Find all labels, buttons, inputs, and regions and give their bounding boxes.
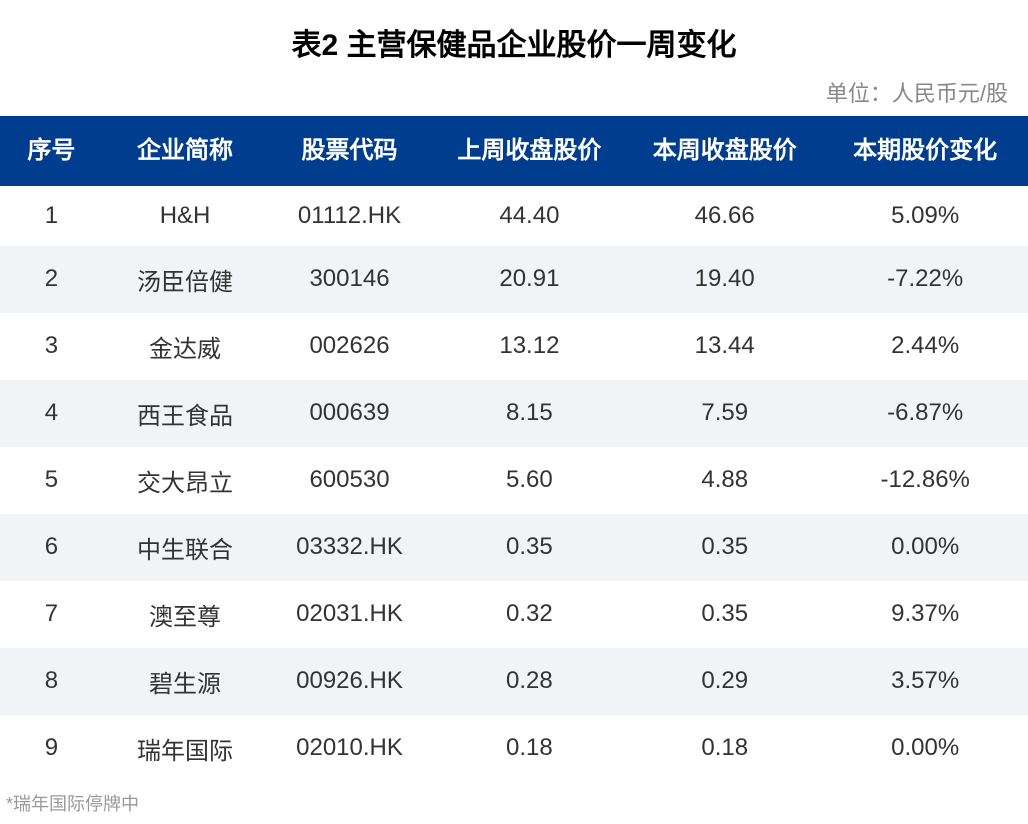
table-title: 表2 主营保健品企业股价一周变化 bbox=[0, 20, 1028, 64]
cell-idx: 7 bbox=[0, 581, 103, 648]
cell-name: 交大昂立 bbox=[103, 447, 267, 514]
cell-change: 9.37% bbox=[822, 581, 1028, 648]
cell-name: 金达威 bbox=[103, 313, 267, 380]
cell-code: 02010.HK bbox=[267, 715, 431, 782]
col-header-change: 本期股价变化 bbox=[822, 116, 1028, 186]
cell-name: 中生联合 bbox=[103, 514, 267, 581]
cell-idx: 1 bbox=[0, 186, 103, 246]
cell-last: 0.32 bbox=[432, 581, 627, 648]
cell-last: 0.35 bbox=[432, 514, 627, 581]
cell-last: 5.60 bbox=[432, 447, 627, 514]
table-row: 5交大昂立6005305.604.88-12.86% bbox=[0, 447, 1028, 514]
col-header-last: 上周收盘股价 bbox=[432, 116, 627, 186]
cell-idx: 4 bbox=[0, 380, 103, 447]
cell-name: 瑞年国际 bbox=[103, 715, 267, 782]
cell-idx: 6 bbox=[0, 514, 103, 581]
table-row: 9瑞年国际02010.HK0.180.180.00% bbox=[0, 715, 1028, 782]
table-row: 4西王食品0006398.157.59-6.87% bbox=[0, 380, 1028, 447]
cell-change: 0.00% bbox=[822, 715, 1028, 782]
cell-this: 0.35 bbox=[627, 514, 822, 581]
cell-code: 600530 bbox=[267, 447, 431, 514]
cell-last: 0.18 bbox=[432, 715, 627, 782]
cell-idx: 2 bbox=[0, 246, 103, 313]
cell-name: 澳至尊 bbox=[103, 581, 267, 648]
cell-code: 00926.HK bbox=[267, 648, 431, 715]
cell-this: 46.66 bbox=[627, 186, 822, 246]
cell-change: 5.09% bbox=[822, 186, 1028, 246]
cell-this: 7.59 bbox=[627, 380, 822, 447]
cell-last: 20.91 bbox=[432, 246, 627, 313]
cell-code: 000639 bbox=[267, 380, 431, 447]
cell-code: 03332.HK bbox=[267, 514, 431, 581]
cell-this: 4.88 bbox=[627, 447, 822, 514]
cell-change: -12.86% bbox=[822, 447, 1028, 514]
cell-change: 0.00% bbox=[822, 514, 1028, 581]
cell-name: 汤臣倍健 bbox=[103, 246, 267, 313]
cell-idx: 9 bbox=[0, 715, 103, 782]
table-row: 2汤臣倍健30014620.9119.40-7.22% bbox=[0, 246, 1028, 313]
table-row: 1H&H01112.HK44.4046.665.09% bbox=[0, 186, 1028, 246]
cell-name: H&H bbox=[103, 186, 267, 246]
cell-code: 300146 bbox=[267, 246, 431, 313]
cell-this: 13.44 bbox=[627, 313, 822, 380]
cell-change: -6.87% bbox=[822, 380, 1028, 447]
footnote: *瑞年国际停牌中 bbox=[0, 782, 1028, 824]
stock-table: 序号 企业简称 股票代码 上周收盘股价 本周收盘股价 本期股价变化 1H&H01… bbox=[0, 116, 1028, 782]
header-row: 序号 企业简称 股票代码 上周收盘股价 本周收盘股价 本期股价变化 bbox=[0, 116, 1028, 186]
cell-this: 0.18 bbox=[627, 715, 822, 782]
cell-last: 8.15 bbox=[432, 380, 627, 447]
cell-name: 碧生源 bbox=[103, 648, 267, 715]
col-header-index: 序号 bbox=[0, 116, 103, 186]
col-header-name: 企业简称 bbox=[103, 116, 267, 186]
table-row: 8碧生源00926.HK0.280.293.57% bbox=[0, 648, 1028, 715]
cell-this: 0.35 bbox=[627, 581, 822, 648]
cell-last: 13.12 bbox=[432, 313, 627, 380]
cell-this: 19.40 bbox=[627, 246, 822, 313]
cell-idx: 3 bbox=[0, 313, 103, 380]
cell-code: 01112.HK bbox=[267, 186, 431, 246]
cell-code: 02031.HK bbox=[267, 581, 431, 648]
unit-label: 单位：人民币元/股 bbox=[0, 76, 1028, 108]
cell-change: -7.22% bbox=[822, 246, 1028, 313]
cell-code: 002626 bbox=[267, 313, 431, 380]
cell-last: 0.28 bbox=[432, 648, 627, 715]
cell-change: 2.44% bbox=[822, 313, 1028, 380]
table-row: 3金达威00262613.1213.442.44% bbox=[0, 313, 1028, 380]
cell-idx: 5 bbox=[0, 447, 103, 514]
cell-name: 西王食品 bbox=[103, 380, 267, 447]
col-header-code: 股票代码 bbox=[267, 116, 431, 186]
col-header-this: 本周收盘股价 bbox=[627, 116, 822, 186]
cell-idx: 8 bbox=[0, 648, 103, 715]
cell-last: 44.40 bbox=[432, 186, 627, 246]
cell-this: 0.29 bbox=[627, 648, 822, 715]
table-row: 7澳至尊02031.HK0.320.359.37% bbox=[0, 581, 1028, 648]
table-row: 6中生联合03332.HK0.350.350.00% bbox=[0, 514, 1028, 581]
cell-change: 3.57% bbox=[822, 648, 1028, 715]
